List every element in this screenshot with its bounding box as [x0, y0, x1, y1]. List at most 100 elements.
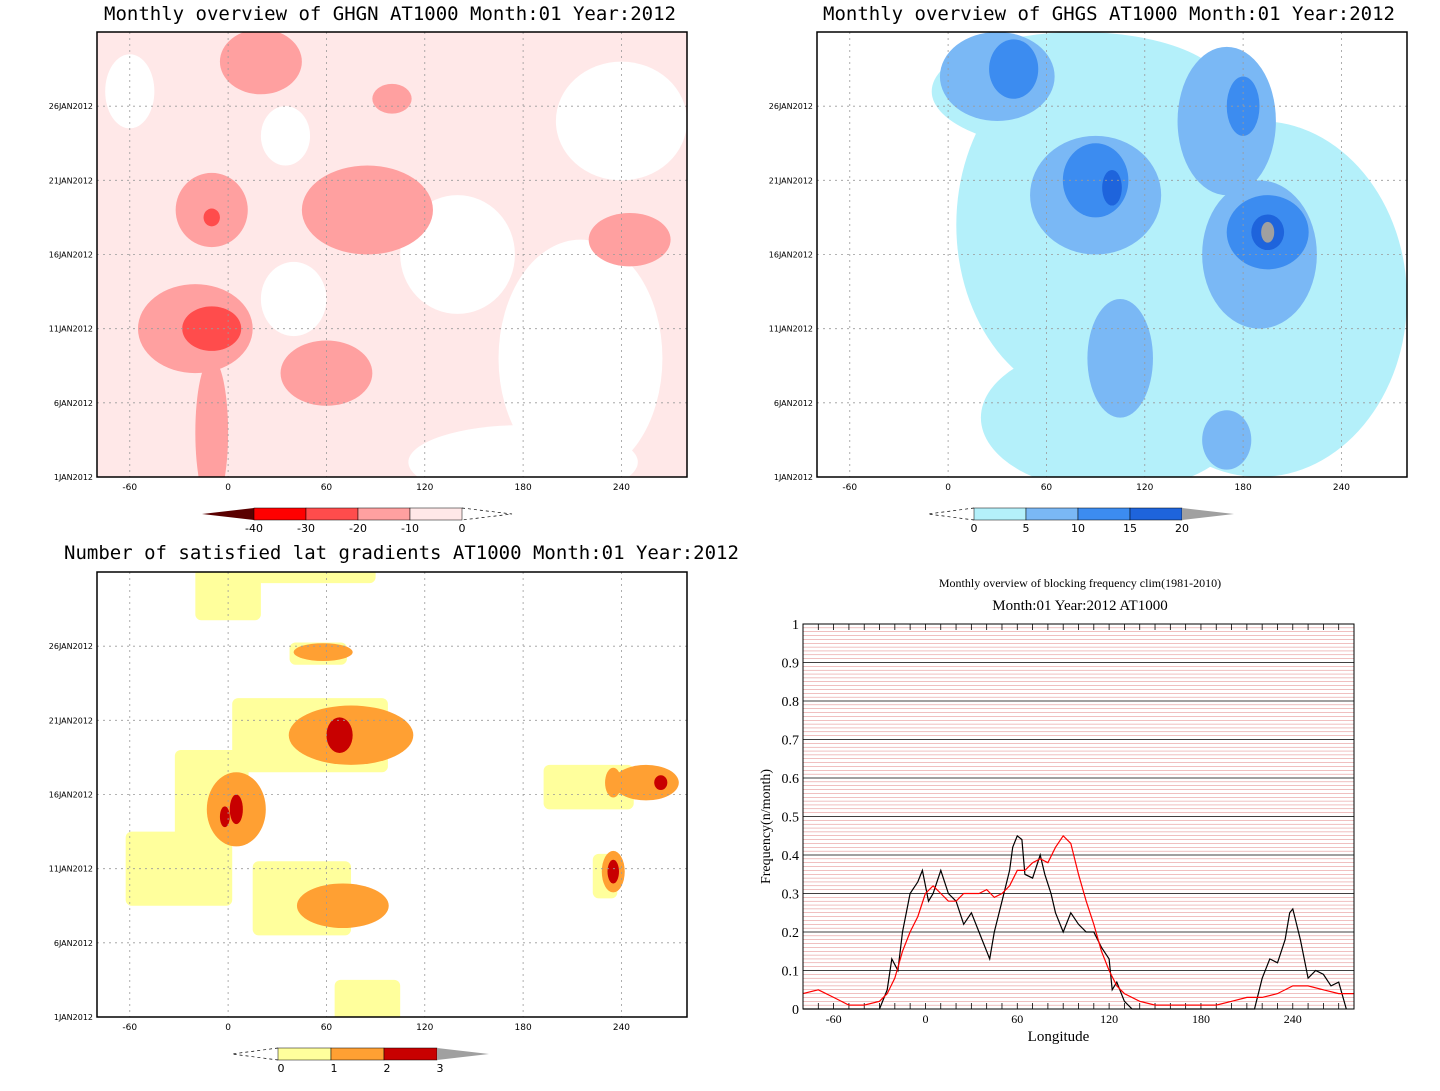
ghgn-blob-level-2 [280, 340, 373, 406]
blocking-y-tick-label: 0.3 [782, 888, 800, 903]
ghgn-blob-level-2 [372, 83, 412, 114]
ghgs-field [817, 32, 1407, 477]
blocking-title: Monthly overview of blocking frequency c… [938, 576, 1222, 590]
ghgs-x-tick-label: 0 [945, 483, 951, 493]
ghgn-colorbar-swatch [357, 507, 411, 521]
ghgs-blob-level-5 [1261, 221, 1275, 243]
blocking-y-tick-label: 0.5 [782, 811, 800, 826]
blocking-y-tick-label: 0.7 [782, 734, 800, 749]
blocking-y-tick-label: 0.2 [782, 926, 800, 941]
ghgn-white-area [408, 425, 638, 477]
lat-gradients-colorbar-swatch [330, 1047, 385, 1061]
lat-gradients-blob-level-3 [229, 794, 243, 825]
ghgn-blob-level-3 [203, 208, 220, 227]
blocking-y-tick-label: 0.1 [782, 965, 800, 980]
ghgn-colorbar-arrow-left [202, 508, 254, 520]
ghgs-y-tick-label: 21JAN2012 [769, 176, 813, 185]
ghgs-title: Monthly overview of GHGS AT1000 Month:01… [823, 3, 1395, 25]
lat-gradients-x-tick-label: 0 [225, 1023, 231, 1033]
lat-gradients-y-tick-label: 1JAN2012 [54, 1013, 93, 1022]
ghgs-blob-level-4 [1102, 169, 1122, 206]
ghgn-y-tick-label: 6JAN2012 [54, 399, 93, 408]
ghgn-y-tick-label: 21JAN2012 [49, 176, 93, 185]
blocking-x-tick-label: 0 [922, 1012, 928, 1026]
ghgs-colorbar-tick: 15 [1123, 522, 1137, 535]
ghgs-colorbar-tick: 10 [1071, 522, 1085, 535]
ghgs-colorbar-swatch [1025, 507, 1079, 521]
lat-gradients-blob-level-3 [607, 859, 619, 884]
ghgn-colorbar-tick: 0 [459, 522, 466, 535]
ghgn-blob-level-2 [195, 358, 229, 477]
ghgs-heatmap: 1JAN2012 6JAN2012 11JAN2012 16JAN2012 21JAN2… [769, 31, 1408, 535]
ghgs-colorbar-tick: 20 [1175, 522, 1189, 535]
lat-gradients-blob-level-2 [293, 643, 353, 661]
blocking-x-tick-label: 60 [1011, 1012, 1023, 1026]
blocking-y-tick-label: 0.4 [782, 849, 800, 864]
blocking-subtitle: Month:01 Year:2012 AT1000 [992, 598, 1168, 614]
ghgs-colorbar-swatch [973, 507, 1027, 521]
lat-gradients-blob-level-2 [296, 883, 389, 928]
lat-gradients-x-tick-label: 240 [613, 1023, 630, 1033]
blocking-series-line-1 [802, 834, 1354, 1006]
ghgn-colorbar-swatch [409, 507, 463, 521]
ghgn-blob-level-2 [301, 165, 433, 255]
ghgs-colorbar-swatch [1129, 507, 1183, 521]
lat-gradients-x-tick-label: 120 [416, 1023, 433, 1033]
ghgn-white-area [105, 54, 155, 129]
ghgs-x-tick-label: -60 [842, 483, 857, 493]
blocking-x-tick-label: 180 [1192, 1012, 1210, 1026]
lat-gradients-y-tick-label: 11JAN2012 [49, 865, 93, 874]
ghgs-y-tick-label: 6JAN2012 [774, 399, 813, 408]
ghgs-y-tick-label: 11JAN2012 [769, 325, 813, 334]
ghgs-y-tick-label: 1JAN2012 [774, 473, 813, 482]
blocking-series-line-0 [803, 834, 1347, 1010]
lat-gradients-rect-level-1 [244, 572, 376, 584]
ghgn-x-tick-label: -60 [122, 483, 137, 493]
lat-gradients-colorbar-tick: 1 [331, 1062, 338, 1075]
ghgn-colorbar-tick: -10 [401, 522, 419, 535]
blocking-y-tick-label: 0.9 [782, 657, 800, 672]
ghgn-white-area [260, 261, 327, 337]
ghgs-y-tick-label: 26JAN2012 [769, 102, 813, 111]
blocking-frame [802, 623, 1355, 1010]
blocking-x-axis-label: Longitude [1028, 1029, 1090, 1045]
ghgn-y-tick-label: 1JAN2012 [54, 473, 93, 482]
lat-gradients-heatmap: 1JAN2012 6JAN2012 11JAN2012 16JAN2012 21JAN2… [49, 571, 688, 1075]
blocking-y-tick-label: 0.8 [782, 695, 800, 710]
ghgn-white-area [260, 106, 311, 166]
ghgn-white-area [555, 61, 687, 181]
lat-gradients-x-tick-label: -60 [122, 1023, 137, 1033]
lat-gradients-blob-level-3 [654, 775, 668, 791]
lat-gradients-colorbar-arrow-left [231, 1047, 279, 1061]
blocking-y-tick-label: 0 [792, 1003, 799, 1018]
blocking-x-tick-label: -60 [826, 1012, 842, 1026]
lat-gradients-rect-level-1 [125, 831, 233, 906]
ghgn-x-tick-label: 240 [613, 483, 630, 493]
ghgn-heatmap: 1JAN2012 6JAN2012 11JAN2012 16JAN2012 21JAN2… [49, 31, 688, 535]
ghgn-y-tick-label: 16JAN2012 [49, 251, 93, 260]
ghgn-colorbar-swatch [253, 507, 307, 521]
ghgn-x-tick-label: 60 [321, 483, 333, 493]
lat-gradients-x-tick-label: 60 [321, 1023, 333, 1033]
ghgn-colorbar-tick: -40 [245, 522, 263, 535]
ghgs-blob-level-2 [1087, 299, 1153, 418]
ghgn-x-tick-label: 120 [416, 483, 433, 493]
ghgn-blob-level-2 [588, 212, 671, 267]
ghgs-y-tick-label: 16JAN2012 [769, 251, 813, 260]
lat-gradients-blob-level-3 [326, 717, 353, 753]
ghgn-colorbar-swatch [305, 507, 359, 521]
ghgs-frame [816, 31, 1408, 478]
lat-gradients-blob-level-2 [613, 764, 679, 801]
ghgn-title: Monthly overview of GHGN AT1000 Month:01… [104, 3, 676, 25]
lat-gradients-colorbar-swatch [383, 1047, 438, 1061]
ghgn-frame [96, 31, 688, 478]
lat-gradients-y-tick-label: 21JAN2012 [49, 716, 93, 725]
lat-gradients-x-tick-label: 180 [515, 1023, 532, 1033]
blocking-y-axis-label: Frequency(n/month) [759, 769, 774, 884]
blocking-x-tick-label: 120 [1100, 1012, 1118, 1026]
lat-gradients-blob-level-3 [219, 806, 230, 828]
ghgs-colorbar-tick: 0 [971, 522, 978, 535]
ghgs-colorbar-tick: 5 [1023, 522, 1030, 535]
lat-gradients-y-tick-label: 26JAN2012 [49, 642, 93, 651]
ghgs-blob-level-2 [1177, 46, 1276, 196]
